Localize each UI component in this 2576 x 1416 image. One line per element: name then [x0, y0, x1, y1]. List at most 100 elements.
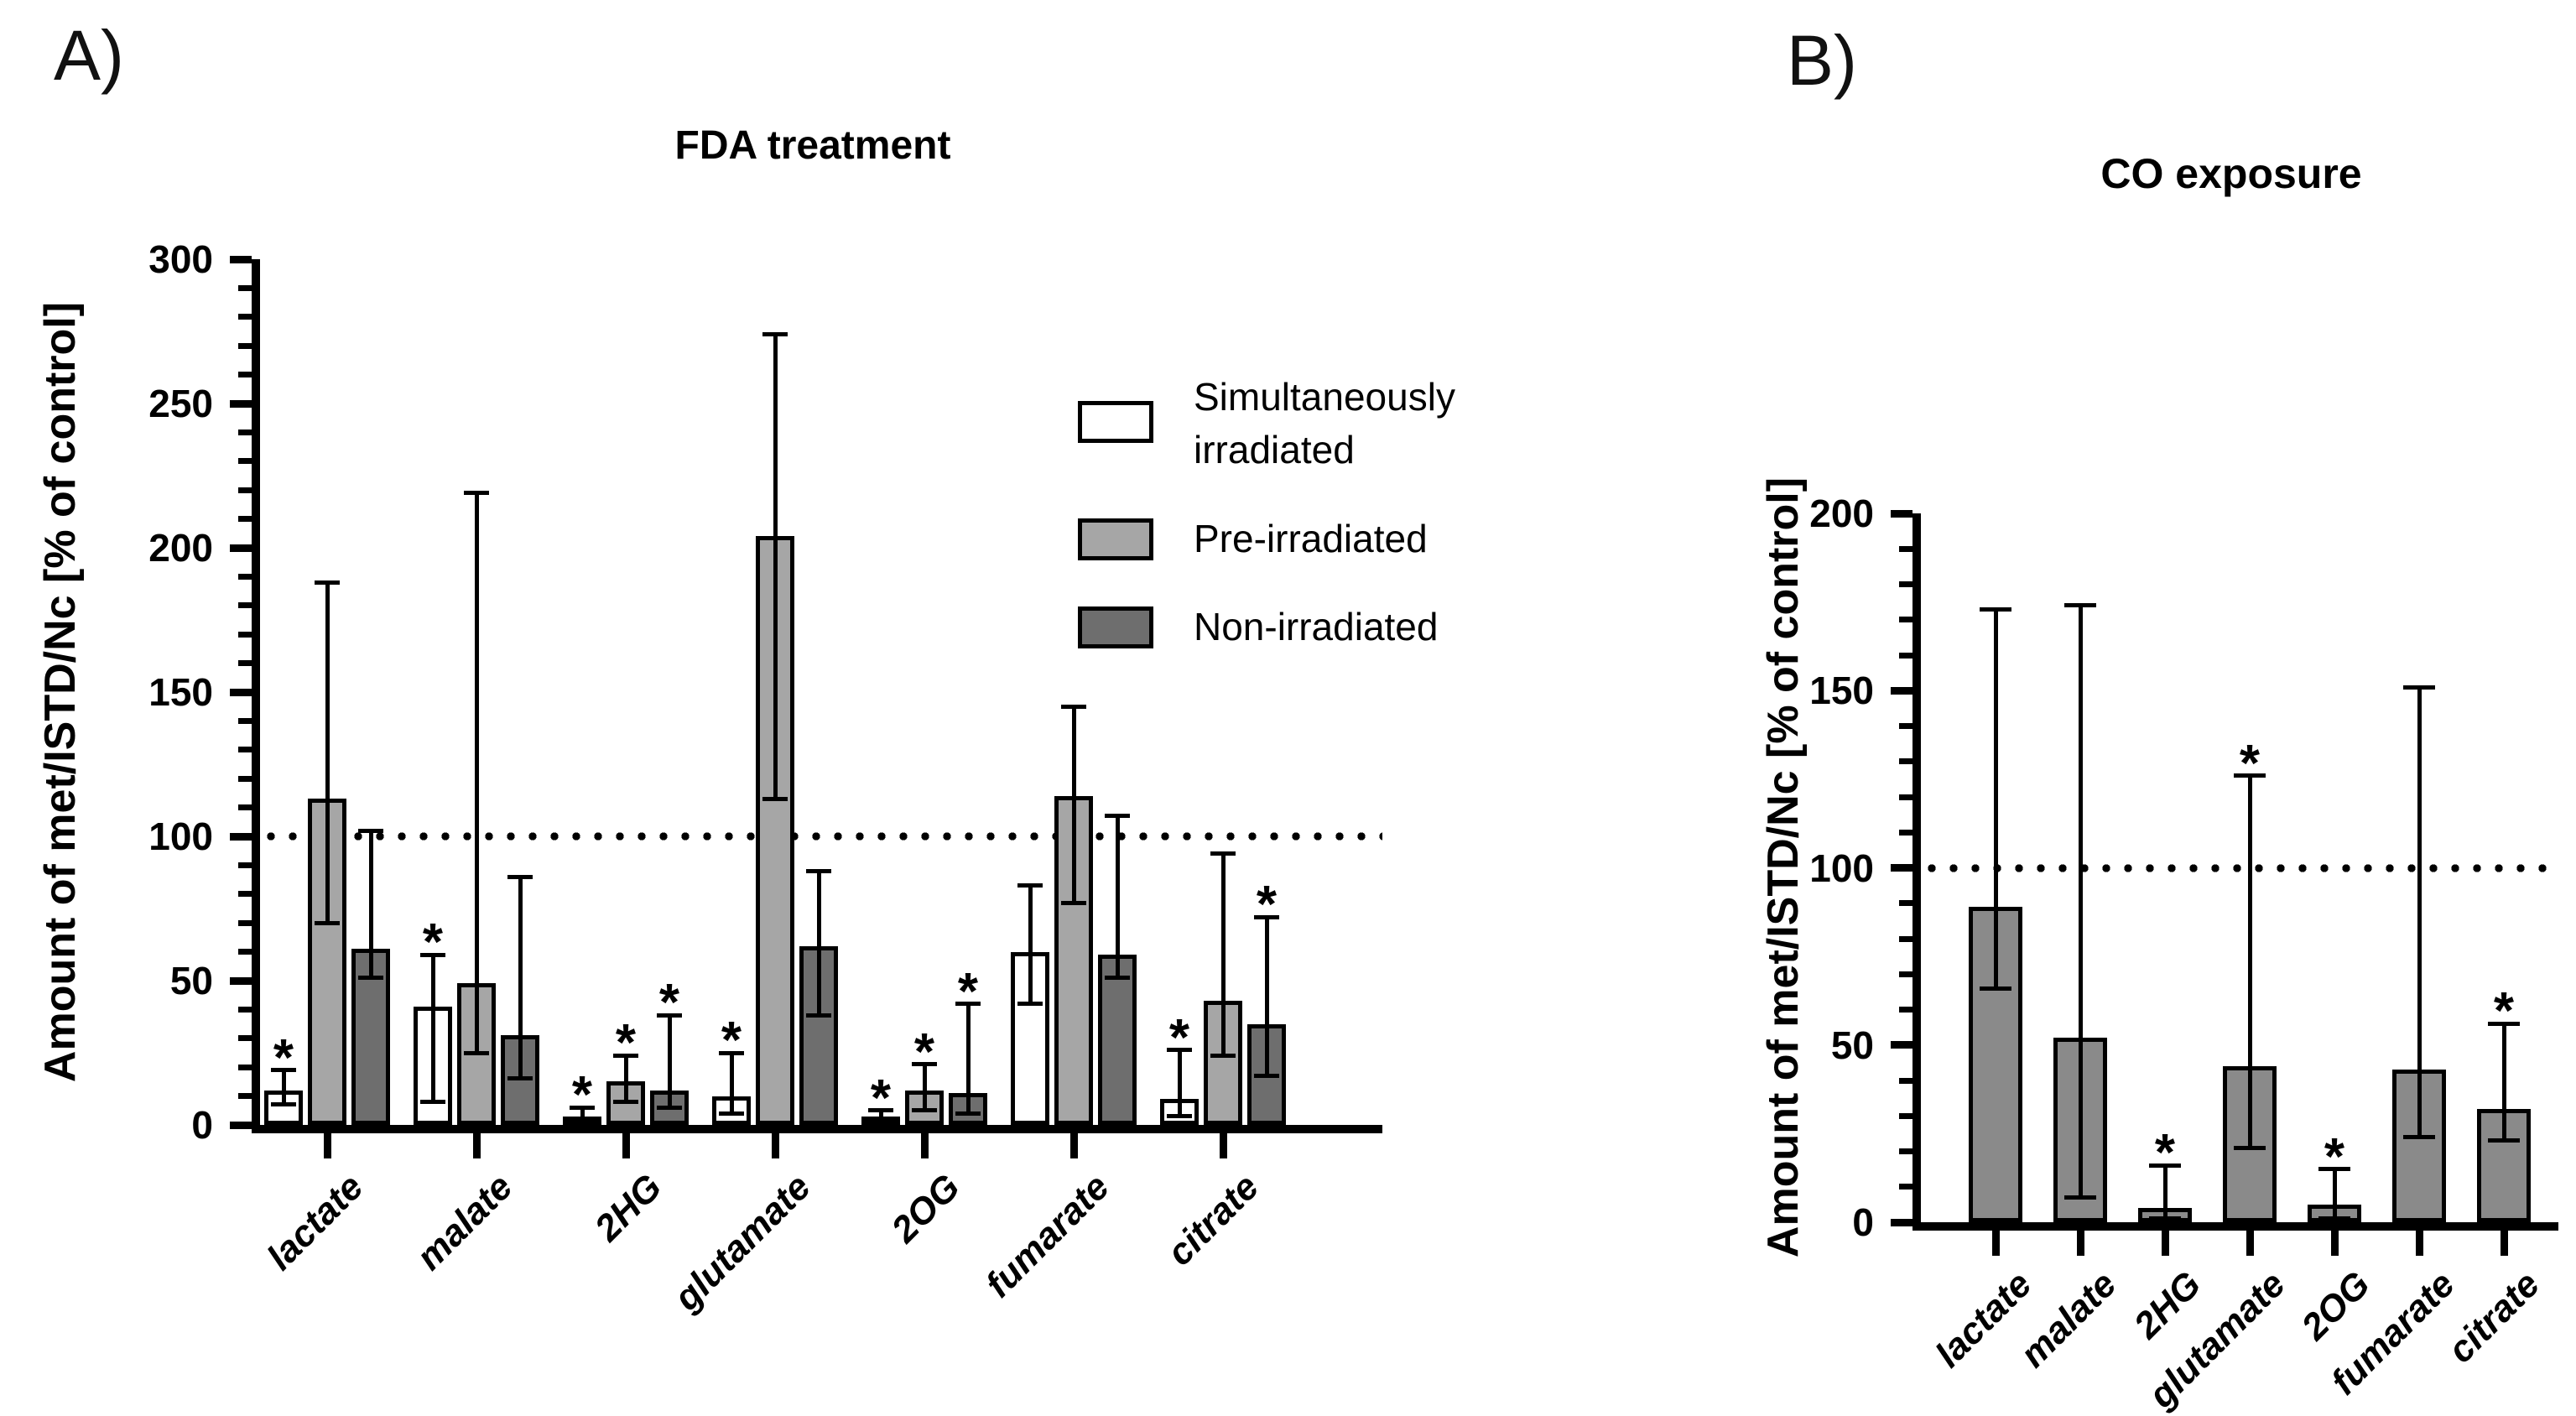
- y-minor-tick: [1899, 1112, 1912, 1119]
- error-bar-cap: [420, 1099, 445, 1104]
- x-tick: [622, 1133, 630, 1158]
- error-bar-cap: [868, 1120, 893, 1125]
- y-major-tick: [230, 976, 252, 985]
- error-bar-cap: [507, 1076, 533, 1081]
- y-minor-tick: [238, 429, 252, 435]
- error-bar: [623, 1055, 628, 1102]
- panel-label-b: B): [1787, 21, 1857, 100]
- error-bar: [816, 871, 821, 1016]
- error-bar-cap: [613, 1053, 638, 1058]
- x-tick: [2246, 1231, 2254, 1256]
- figure-canvas: A) B) FDA treatment CO exposure Amount o…: [36, 16, 2558, 1416]
- error-bar-cap: [570, 1120, 595, 1125]
- error-bar: [2078, 605, 2083, 1198]
- y-tick-label: 50: [169, 959, 213, 1002]
- y-minor-tick: [238, 775, 252, 782]
- x-tick: [2076, 1231, 2084, 1256]
- y-tick-label: 100: [148, 815, 213, 858]
- error-bar-cap: [2403, 1135, 2435, 1140]
- error-bar: [1115, 815, 1120, 978]
- error-bar: [580, 1107, 585, 1122]
- y-minor-tick: [238, 717, 252, 724]
- y-minor-tick: [1899, 652, 1912, 659]
- error-bar-cap: [1017, 882, 1043, 888]
- legend-item-pre-irradiated: Pre-irradiated: [1078, 513, 1521, 565]
- error-bar-cap: [507, 874, 533, 879]
- y-minor-tick: [1899, 900, 1912, 907]
- reference-line-100: [1921, 863, 2558, 872]
- error-bar-cap: [1210, 1053, 1236, 1058]
- error-bar-cap: [1105, 814, 1130, 819]
- x-tick: [1069, 1133, 1078, 1158]
- legend-item-non-irradiated: Non-irradiated: [1078, 601, 1521, 653]
- error-bar-cap: [868, 1108, 893, 1113]
- y-major-tick: [1891, 864, 1912, 872]
- error-bar-cap: [2488, 1021, 2520, 1026]
- y-minor-tick: [238, 660, 252, 667]
- reference-line-100: [260, 832, 1382, 841]
- error-bar-cap: [358, 976, 383, 981]
- error-bar-cap: [912, 1062, 937, 1067]
- y-minor-tick: [238, 919, 252, 926]
- error-bar-cap: [420, 952, 445, 957]
- error-bar-cap: [464, 491, 489, 496]
- y-minor-tick: [1899, 1184, 1912, 1190]
- x-category-label: 2HG: [586, 1166, 669, 1249]
- legend-label: Non-irradiated: [1194, 605, 1439, 649]
- error-bar-cap: [2064, 1195, 2096, 1200]
- error-bar-cap: [1980, 606, 2011, 612]
- error-bar-cap: [657, 1013, 682, 1018]
- y-major-tick: [230, 399, 252, 408]
- y-major-tick: [230, 544, 252, 552]
- y-minor-tick: [238, 1093, 252, 1100]
- error-bar-cap: [1061, 704, 1086, 709]
- error-bar: [922, 1064, 927, 1111]
- y-minor-tick: [238, 949, 252, 955]
- x-category-label: malate: [408, 1166, 520, 1278]
- error-bar: [773, 334, 778, 799]
- y-major-tick: [230, 1121, 252, 1129]
- legend-item-simultaneously-irradiated: Simultaneously irradiated: [1078, 371, 1521, 477]
- error-bar-cap: [806, 868, 831, 873]
- y-minor-tick: [1899, 617, 1912, 623]
- error-bar-cap: [613, 1099, 638, 1104]
- y-tick-label: 200: [148, 526, 213, 570]
- x-category-label: lactate: [1927, 1263, 2039, 1376]
- y-major-tick: [1891, 1218, 1912, 1226]
- y-major-tick: [1891, 1041, 1912, 1049]
- error-bar-cap: [2234, 1145, 2266, 1150]
- error-bar: [667, 1015, 672, 1108]
- error-bar: [1264, 917, 1269, 1076]
- error-bar: [878, 1110, 883, 1122]
- x-category-label: 2OG: [883, 1166, 968, 1251]
- error-bar-cap: [315, 580, 340, 585]
- y-minor-tick: [238, 862, 252, 868]
- error-bar: [2162, 1165, 2167, 1219]
- error-bar: [1028, 885, 1033, 1004]
- x-category-label: glutamate: [666, 1166, 819, 1319]
- y-minor-tick: [238, 458, 252, 465]
- error-bar-cap: [955, 1111, 981, 1116]
- error-bar: [965, 1003, 971, 1114]
- error-bar-cap: [1061, 900, 1086, 905]
- y-minor-tick: [238, 342, 252, 349]
- error-bar-cap: [955, 1002, 981, 1007]
- chart-b-title: CO exposure: [2100, 150, 2362, 197]
- y-major-tick: [230, 255, 252, 263]
- error-bar-cap: [2234, 773, 2266, 778]
- y-tick-label: 200: [1809, 492, 1874, 535]
- error-bar-cap: [1105, 976, 1130, 981]
- error-bar: [518, 877, 523, 1079]
- bar-fumarate: [1098, 955, 1137, 1125]
- x-category-label: fumarate: [977, 1166, 1117, 1306]
- error-bar-cap: [762, 796, 788, 801]
- legend-swatch-non-irradiated: [1078, 606, 1153, 649]
- x-tick: [2161, 1231, 2169, 1256]
- y-minor-tick: [238, 747, 252, 753]
- y-minor-tick: [238, 602, 252, 609]
- error-bar-cap: [2488, 1138, 2520, 1143]
- y-minor-tick: [1899, 1077, 1912, 1084]
- error-bar-cap: [464, 1050, 489, 1055]
- y-tick-label: 0: [1852, 1200, 1874, 1244]
- error-bar: [2417, 687, 2422, 1137]
